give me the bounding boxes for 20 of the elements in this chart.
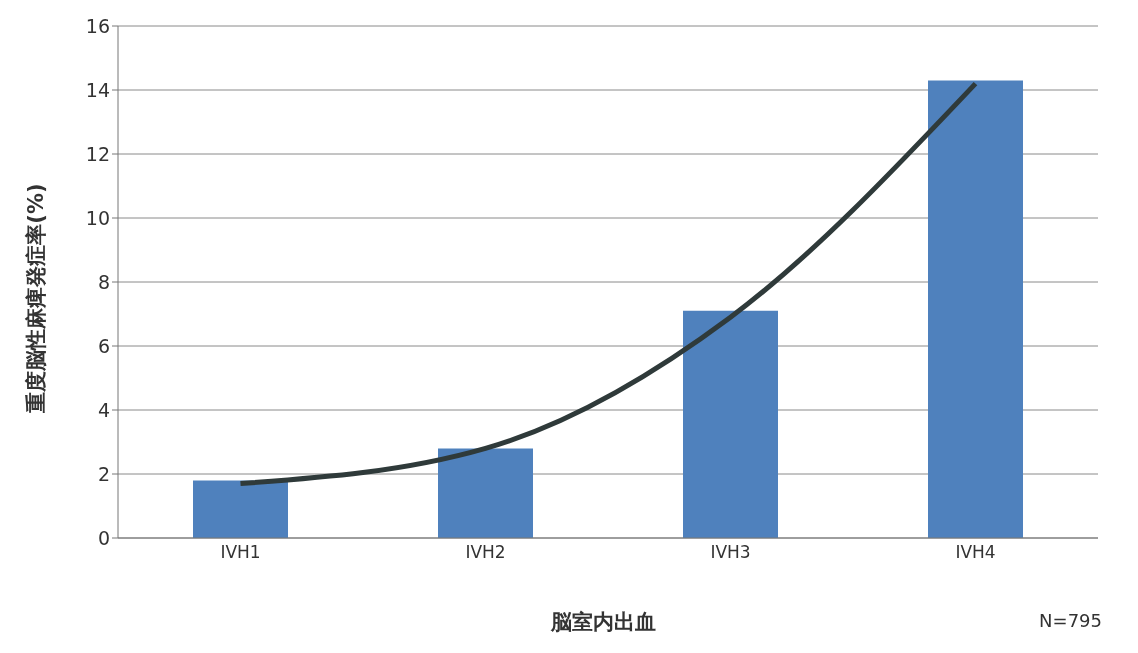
bar — [928, 80, 1023, 538]
y-tick-label: 6 — [97, 334, 110, 357]
x-tick-label: IVH1 — [220, 542, 261, 563]
y-tick-label: 2 — [97, 462, 110, 485]
x-tick-label: IVH2 — [465, 542, 506, 563]
text: N=795 — [1039, 610, 1102, 631]
x-axis-title: 脳室内出血 — [550, 610, 656, 634]
bar — [683, 310, 778, 538]
bar — [193, 480, 288, 538]
x-tick-label: IVH3 — [710, 542, 751, 563]
y-tick-label: 10 — [85, 206, 110, 229]
y-tick-label: 4 — [97, 398, 110, 421]
y-tick-label: 16 — [85, 14, 110, 37]
y-tick-label: 0 — [97, 526, 110, 549]
bar — [438, 448, 533, 538]
y-tick-label: 14 — [85, 78, 110, 101]
y-axis-title: 重度脳性麻痺発症率(%) — [23, 183, 49, 413]
y-tick-label: 8 — [97, 270, 110, 293]
x-tick-label: IVH4 — [955, 542, 996, 563]
y-tick-label: 12 — [85, 142, 110, 165]
